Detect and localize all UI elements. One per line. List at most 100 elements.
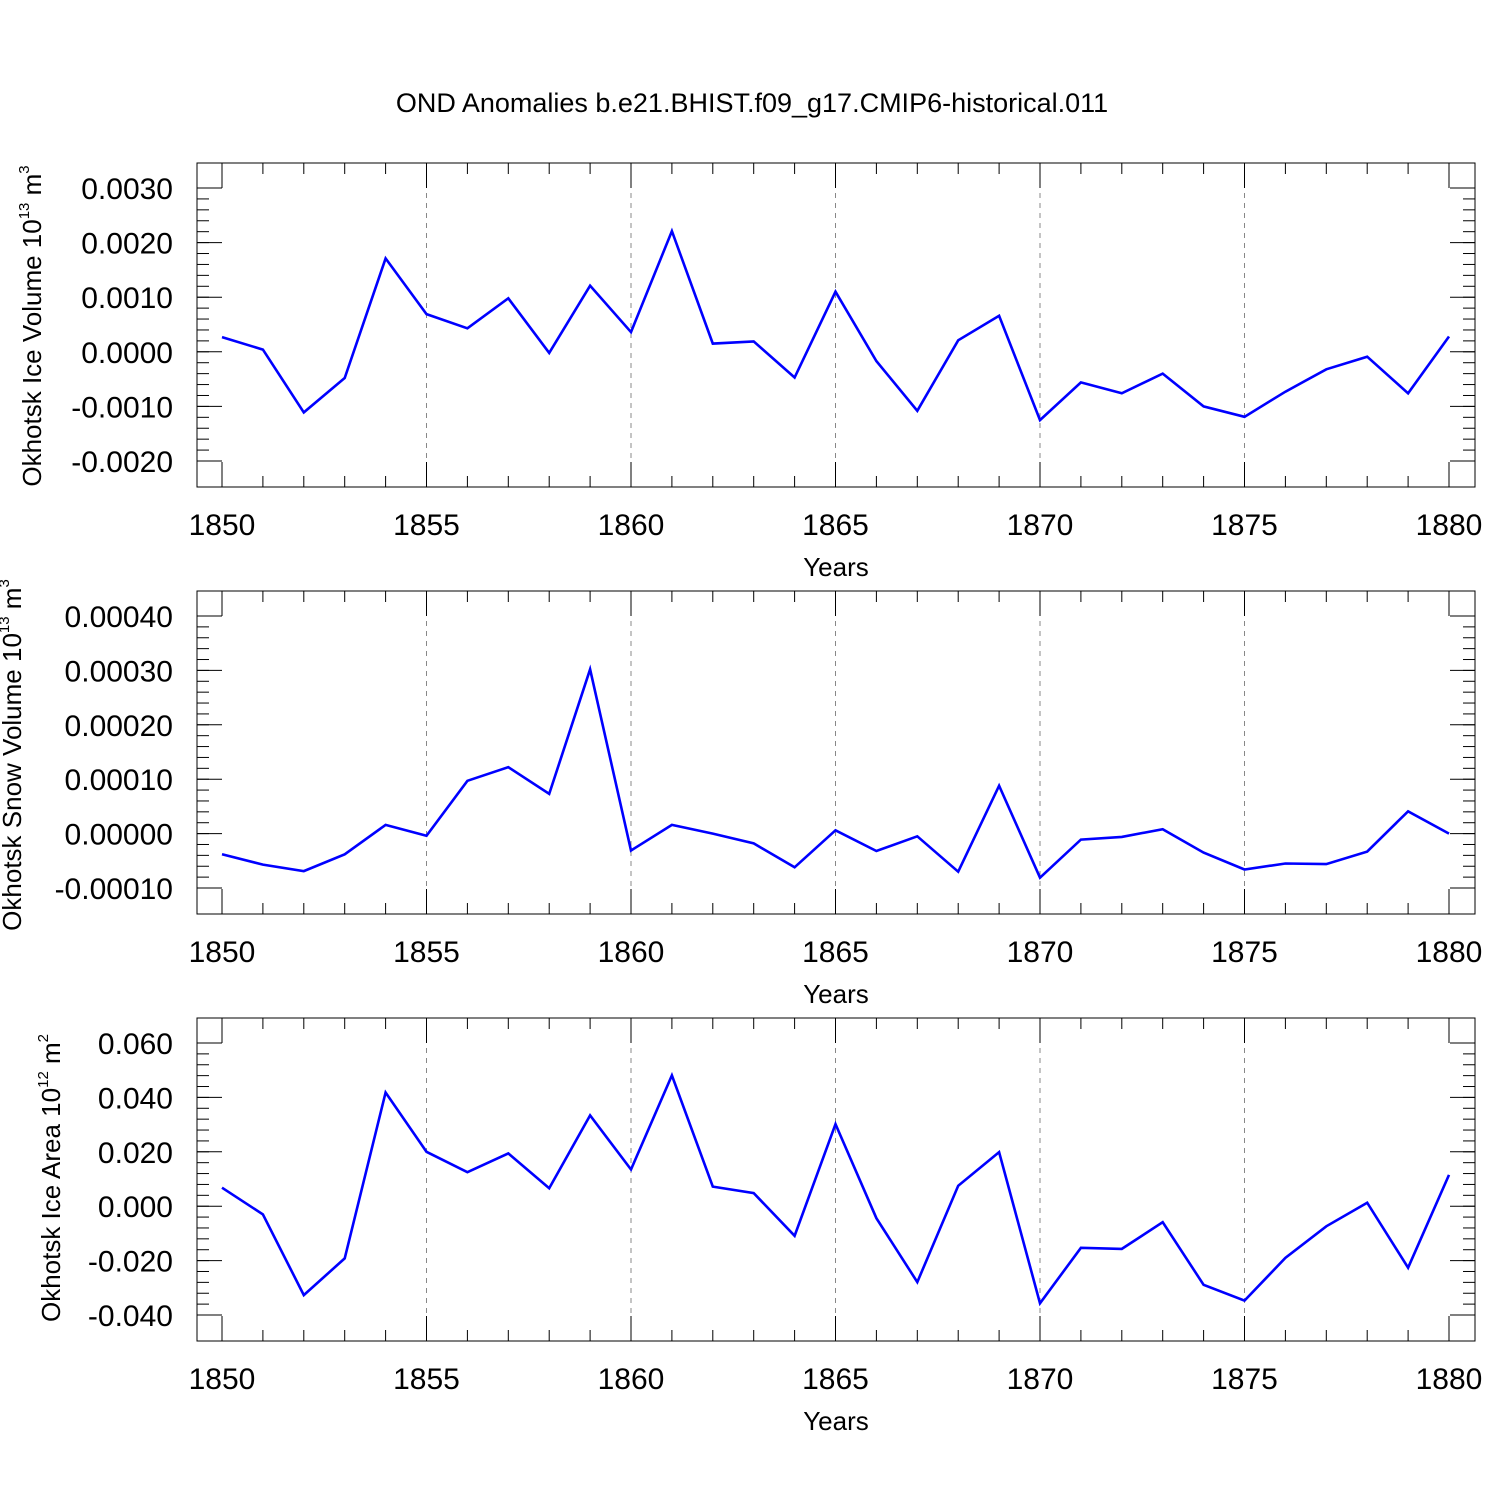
data-point	[589, 668, 591, 670]
data-point	[548, 352, 550, 354]
y-tick-label: -0.040	[88, 1300, 173, 1333]
data-point	[671, 230, 673, 232]
series-line	[221, 227, 1451, 423]
data-point	[344, 1257, 346, 1259]
y-tick-label: 0.040	[98, 1082, 173, 1115]
y-label-exponent: 12	[35, 1071, 52, 1088]
data-point	[1202, 405, 1204, 407]
data-point	[1366, 850, 1368, 852]
data-point	[507, 297, 509, 299]
data-point	[466, 327, 468, 329]
data-point	[1243, 416, 1245, 418]
x-tick-label: 1865	[802, 509, 869, 542]
y-tick-label: -0.020	[88, 1246, 173, 1279]
data-point	[1162, 828, 1164, 830]
y-axis-label: Okhotsk Ice Volume 1013 m3	[16, 165, 47, 486]
data-point	[998, 315, 1000, 317]
data-point	[221, 1187, 223, 1189]
data-point	[957, 1185, 959, 1187]
data-point	[834, 1123, 836, 1125]
data-point	[384, 1091, 386, 1093]
data-point	[1039, 876, 1041, 878]
data-point	[303, 1294, 305, 1296]
data-point	[303, 870, 305, 872]
x-tick-label: 1855	[393, 509, 460, 542]
data-point	[998, 785, 1000, 787]
data-point	[1243, 868, 1245, 870]
data-point	[1407, 392, 1409, 394]
data-point	[1284, 862, 1286, 864]
data-point	[1162, 1221, 1164, 1223]
x-axis-label: Years	[803, 1406, 869, 1436]
data-point	[466, 1171, 468, 1173]
data-point	[425, 1151, 427, 1153]
y-tick-label: 0.0030	[81, 173, 173, 206]
series-line	[221, 664, 1450, 880]
y-label-exponent: 13	[0, 616, 13, 633]
y-label-main: Okhotsk Snow Volume 10	[0, 633, 27, 931]
x-tick-label: 1870	[1007, 936, 1074, 969]
data-point	[1202, 1284, 1204, 1286]
data-point	[753, 1192, 755, 1194]
x-tick-label: 1860	[598, 509, 665, 542]
data-point	[1121, 392, 1123, 394]
data-point	[630, 849, 632, 851]
data-point	[1202, 851, 1204, 853]
y-tick-label: 0.0000	[81, 337, 173, 370]
x-tick-label: 1875	[1211, 1363, 1278, 1396]
data-point	[344, 377, 346, 379]
y-tick-label: 0.0020	[81, 228, 173, 261]
data-point	[916, 835, 918, 837]
data-point	[834, 291, 836, 293]
data-point	[753, 340, 755, 342]
data-point	[1080, 1247, 1082, 1249]
data-point	[1448, 335, 1450, 337]
y-label-unit-exponent: 3	[16, 165, 33, 173]
y-label-main: Okhotsk Ice Area 10	[36, 1088, 66, 1322]
x-axis-label: Years	[803, 552, 869, 582]
data-point	[507, 766, 509, 768]
y-tick-label: 0.060	[98, 1028, 173, 1061]
data-point	[712, 832, 714, 834]
data-point	[262, 1213, 264, 1215]
data-point	[793, 1235, 795, 1237]
y-axis-label: Okhotsk Snow Volume 1013 m3	[0, 579, 27, 931]
data-point	[384, 824, 386, 826]
data-point	[1325, 368, 1327, 370]
data-point	[1243, 1299, 1245, 1301]
y-tick-label: 0.0010	[81, 282, 173, 315]
data-point	[671, 824, 673, 826]
y-axis-label: Okhotsk Ice Area 1012 m2	[35, 1034, 66, 1322]
y-tick-label: -0.0010	[71, 391, 173, 424]
data-point	[303, 411, 305, 413]
y-tick-label: -0.0020	[71, 446, 173, 479]
data-point	[1325, 863, 1327, 865]
data-point	[1080, 381, 1082, 383]
y-tick-label: 0.020	[98, 1137, 173, 1170]
y-label-main: Okhotsk Ice Volume 10	[17, 219, 47, 486]
data-point	[1162, 372, 1164, 374]
y-tick-label: -0.00010	[55, 873, 173, 906]
y-label-unit: m	[0, 588, 27, 617]
data-point	[221, 336, 223, 338]
data-point	[712, 342, 714, 344]
x-tick-label: 1880	[1416, 936, 1483, 969]
data-point	[793, 866, 795, 868]
panel-ice-volume: Okhotsk Ice Volume 1013 m3 Years 1850 185…	[16, 162, 1482, 582]
data-point	[221, 853, 223, 855]
y-tick-label: 0.00040	[65, 601, 173, 634]
data-point	[875, 1217, 877, 1219]
x-tick-label: 1875	[1211, 936, 1278, 969]
data-point	[425, 835, 427, 837]
data-point	[548, 793, 550, 795]
x-tick-label: 1850	[189, 1363, 256, 1396]
data-point	[1284, 1257, 1286, 1259]
data-point	[875, 850, 877, 852]
data-point	[589, 1114, 591, 1116]
x-tick-label: 1855	[393, 936, 460, 969]
y-tick-label: 0.00030	[65, 655, 173, 688]
y-tick-label: 0.00000	[65, 819, 173, 852]
data-point	[1039, 419, 1041, 421]
data-point	[998, 1151, 1000, 1153]
